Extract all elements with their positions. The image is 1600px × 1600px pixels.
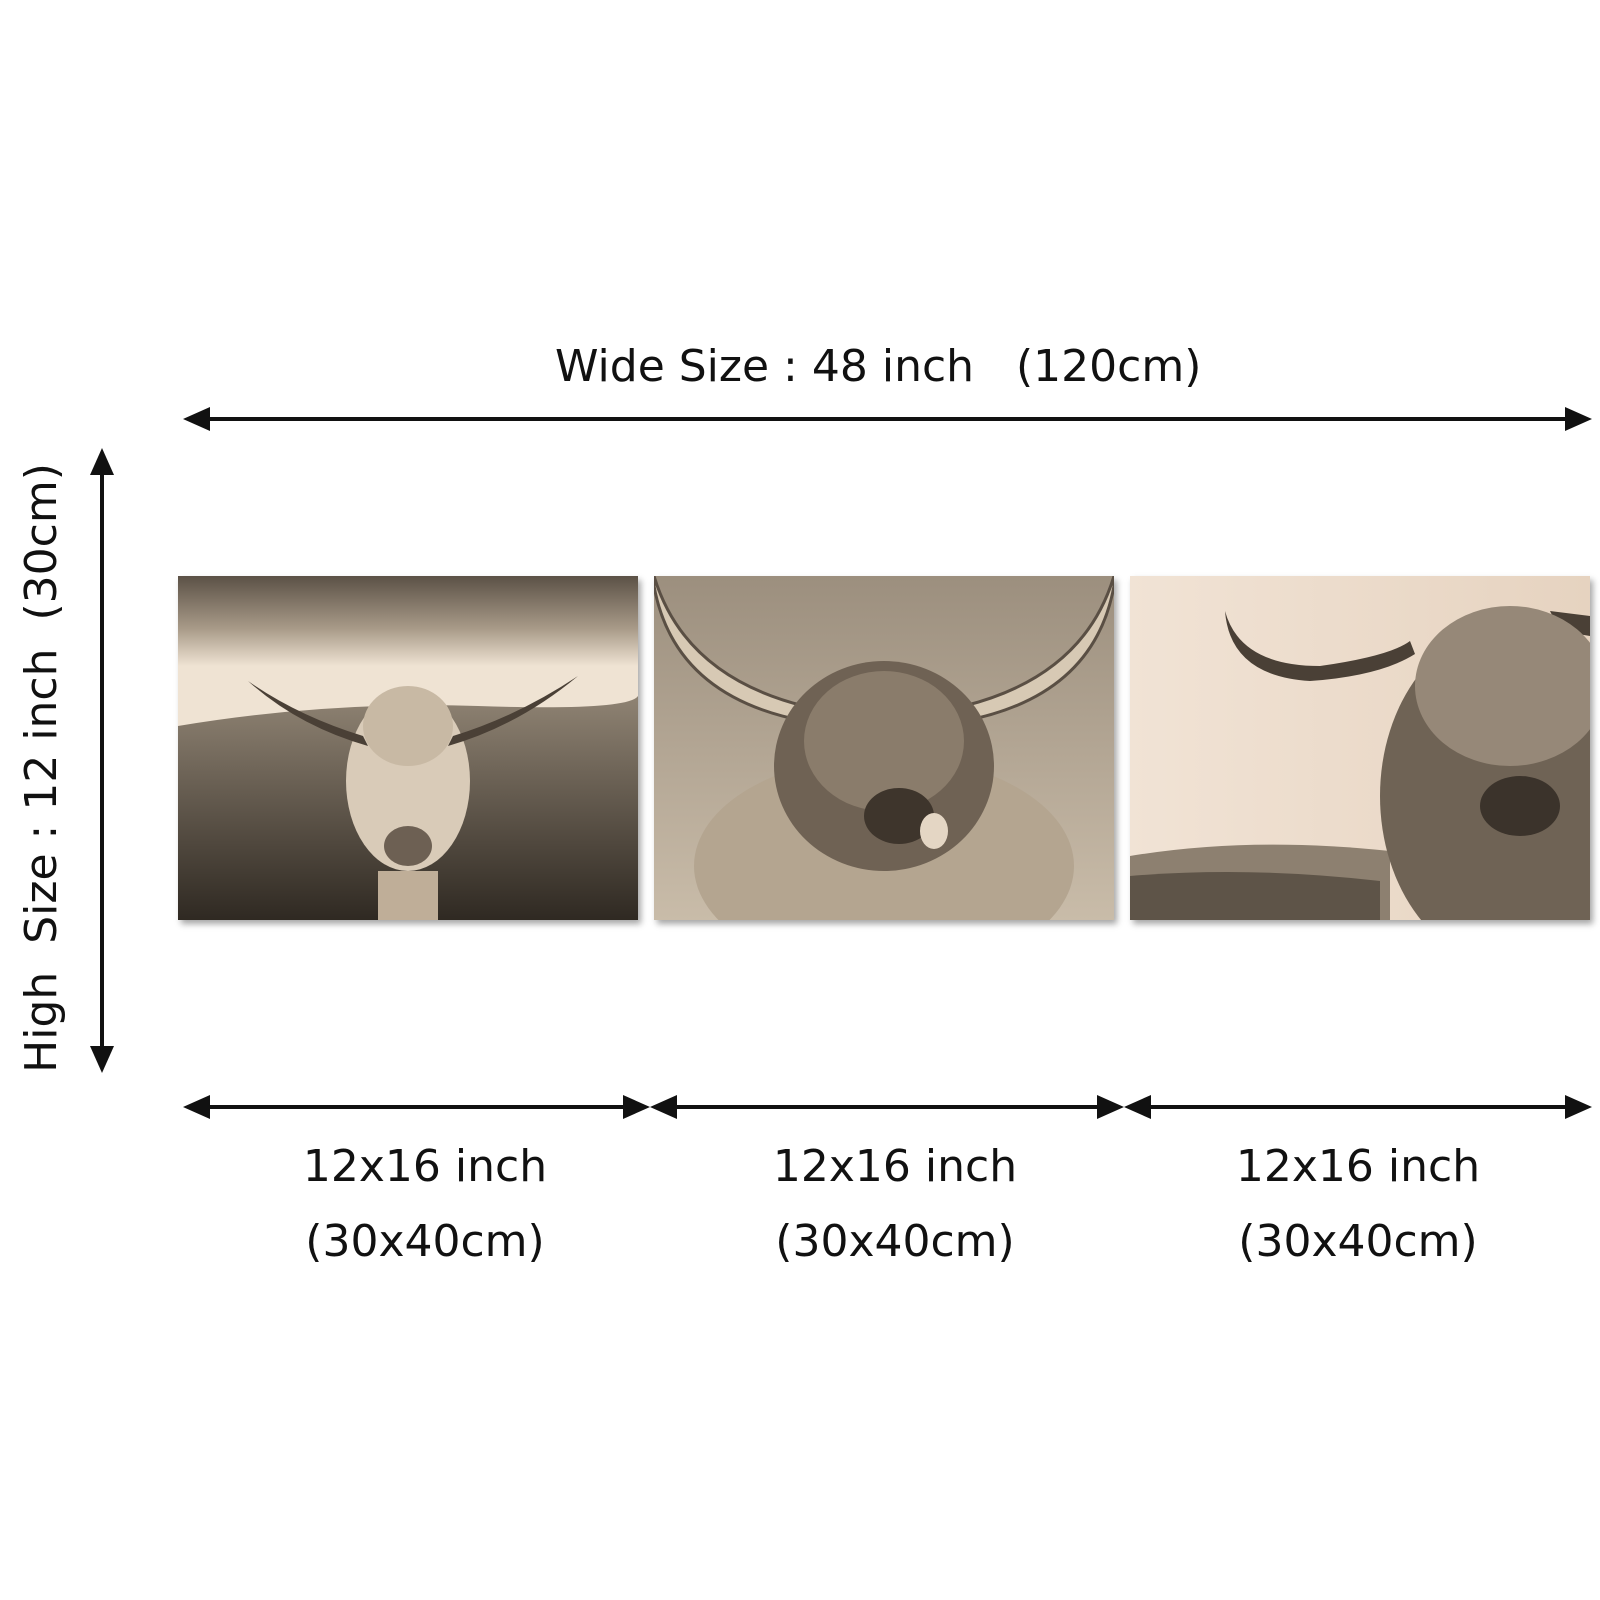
panel-1-size-label: 12x16 inch — [302, 1141, 548, 1192]
highland-cow-field-image — [178, 576, 638, 920]
highland-cow-closeup-image — [1130, 576, 1590, 920]
panel-1-size-metric-label: (30x40cm) — [305, 1216, 545, 1267]
panel-2-width-arrow — [650, 1095, 1124, 1119]
canvas-panel-3 — [1130, 576, 1590, 920]
panel-3-size-label: 12x16 inch — [1235, 1141, 1481, 1192]
panel-2-size-metric-label: (30x40cm) — [775, 1216, 1015, 1267]
panel-1-width-arrow — [183, 1095, 650, 1119]
canvas-panel-2 — [654, 576, 1114, 920]
wide-size-label: Wide Size : 48 inch (120cm) — [555, 341, 1202, 392]
wide-arrow — [183, 407, 1592, 431]
high-size-label: High Size : 12 inch (30cm) — [16, 463, 67, 1073]
panel-3-size-metric-label: (30x40cm) — [1238, 1216, 1478, 1267]
highland-cow-licking-image — [654, 576, 1114, 920]
canvas-panel-1 — [178, 576, 638, 920]
high-arrow — [90, 448, 114, 1073]
panel-3-width-arrow — [1124, 1095, 1592, 1119]
panel-2-size-label: 12x16 inch — [772, 1141, 1018, 1192]
